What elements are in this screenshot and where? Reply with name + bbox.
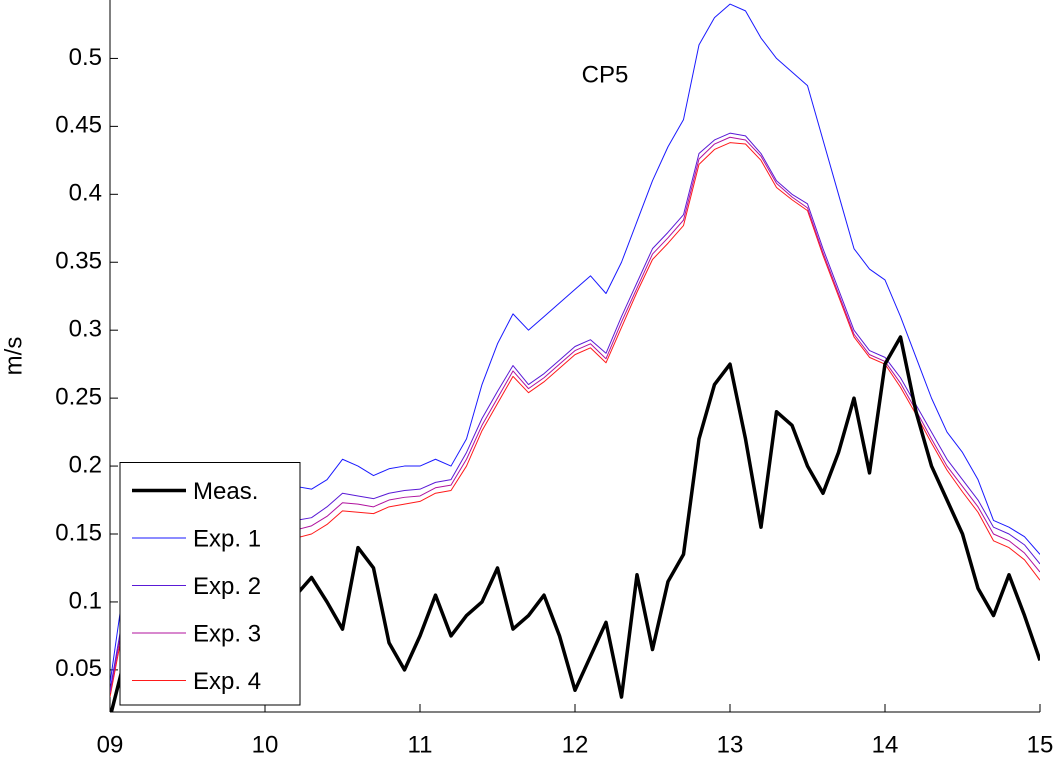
x-tick-label: 11 <box>408 731 433 758</box>
y-tick-label: 0.5 <box>69 44 102 71</box>
legend-label: Exp. 2 <box>193 573 261 600</box>
y-tick-label: 0.2 <box>69 451 102 478</box>
y-tick-label: 0.35 <box>55 248 102 275</box>
y-tick-label: 0.45 <box>55 112 102 139</box>
legend-box <box>119 462 301 706</box>
y-tick-label: 0.3 <box>69 316 102 343</box>
y-tick-label: 0.25 <box>55 383 102 410</box>
legend-label: Exp. 3 <box>193 620 261 647</box>
x-tick-label: 15 <box>1027 731 1054 758</box>
y-tick-label: 0.1 <box>69 587 102 614</box>
legend-label: Exp. 4 <box>193 668 261 695</box>
y-tick-label: 0.05 <box>55 655 102 682</box>
y-tick-label: 0.15 <box>55 519 102 546</box>
x-tick-label: 09 <box>97 731 124 758</box>
x-tick-label: 12 <box>562 731 589 758</box>
legend-label: Meas. <box>193 478 258 505</box>
chart-title: CP5 <box>582 61 629 88</box>
x-tick-label: 10 <box>252 731 279 758</box>
y-tick-label: 0.4 <box>69 180 102 207</box>
y-axis-label: m/s <box>0 337 27 376</box>
legend-label: Exp. 1 <box>193 525 261 552</box>
x-tick-label: 14 <box>872 731 899 758</box>
x-tick-label: 13 <box>717 731 744 758</box>
